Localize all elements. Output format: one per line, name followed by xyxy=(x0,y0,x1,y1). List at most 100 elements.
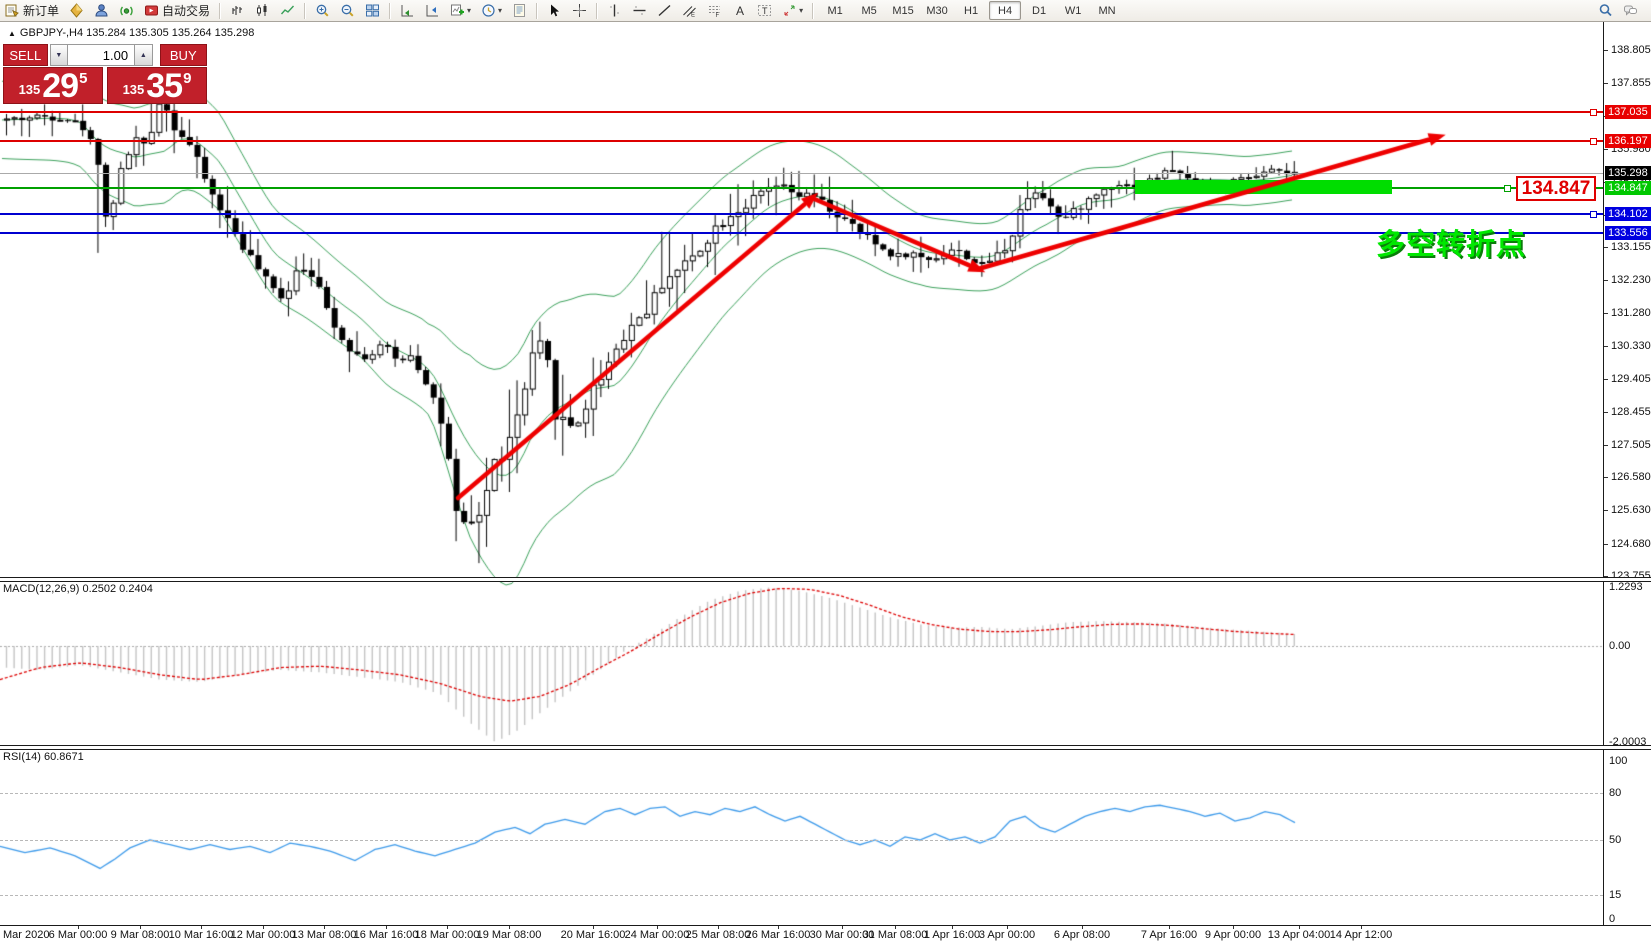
price-tick-mark xyxy=(1604,379,1608,380)
trendline-icon[interactable] xyxy=(653,1,676,21)
chat-icon[interactable] xyxy=(1619,1,1642,21)
text-icon[interactable]: A xyxy=(728,1,751,21)
zoom-out-icon[interactable] xyxy=(336,1,359,21)
price-badge-136.197: 136.197 xyxy=(1605,134,1651,148)
bid-price-tile[interactable]: 135 29 5 xyxy=(3,67,103,104)
timeframe-button-m1[interactable]: M1 xyxy=(827,4,843,17)
time-axis-label: 16 Mar 16:00 xyxy=(353,929,419,941)
timeframe-button-m15[interactable]: M15 xyxy=(892,4,914,17)
volume-input[interactable]: 1.00 xyxy=(68,44,135,66)
rsi-pane-splitter[interactable] xyxy=(0,745,1651,750)
tile-windows-icon[interactable] xyxy=(361,1,384,21)
volume-increase-button[interactable]: ▲ xyxy=(134,44,153,66)
candle-chart-icon[interactable] xyxy=(251,1,274,21)
timeframe-button-d1[interactable]: D1 xyxy=(1032,4,1047,17)
zoom-in-icon[interactable] xyxy=(311,1,334,21)
price-tick-mark xyxy=(1604,412,1608,413)
toolbar-separator xyxy=(304,2,307,19)
auto-trading-button-label: 自动交易 xyxy=(162,4,211,18)
crosshair-icon[interactable] xyxy=(568,1,591,21)
new-order-button[interactable]: 新订单 xyxy=(1,1,63,21)
one-click-trading-panel: SELL ▼ 1.00 ▲ BUY 135 29 5 135 35 9 xyxy=(3,44,207,104)
time-tick-mark xyxy=(718,925,719,929)
new-order-button-label: 新订单 xyxy=(23,4,60,18)
time-axis-label: 6 Apr 08:00 xyxy=(1053,929,1111,941)
arrows-tool-icon[interactable]: ▾ xyxy=(778,1,807,21)
auto-trading-button[interactable]: 自动交易 xyxy=(140,1,214,21)
fibonacci-icon[interactable]: F xyxy=(703,1,726,21)
price-tick-label: 137.855 xyxy=(1611,77,1651,89)
macd-axis-label: 1.2293 xyxy=(1609,581,1643,593)
periods-button[interactable]: ▾ xyxy=(477,1,506,21)
vertical-line-icon[interactable] xyxy=(603,1,626,21)
time-tick-mark xyxy=(1007,925,1008,929)
time-tick-mark xyxy=(1299,925,1300,929)
cursor-icon[interactable] xyxy=(543,1,566,21)
rsi-axis-label: 100 xyxy=(1609,755,1628,767)
ask-prefix: 135 xyxy=(122,82,145,97)
timeframe-button-m5[interactable]: M5 xyxy=(861,4,877,17)
time-tick-mark xyxy=(1082,925,1083,929)
time-tick-mark xyxy=(386,925,387,929)
rsi-axis-label: 50 xyxy=(1609,834,1622,846)
price-tick-label: 133.155 xyxy=(1611,241,1651,253)
time-axis-label: 7 Apr 16:00 xyxy=(1140,929,1198,941)
time-tick-mark xyxy=(78,925,79,929)
chart-plot-area[interactable]: ▲ GBPJPY-,H4 135.284 135.305 135.264 135.… xyxy=(0,22,1603,947)
time-axis-label: 1 Apr 16:00 xyxy=(923,929,981,941)
dropdown-caret-icon[interactable]: ▾ xyxy=(799,6,804,15)
time-axis-label: 20 Mar 16:00 xyxy=(560,929,626,941)
price-tick-mark xyxy=(1604,149,1608,150)
trend-arrow-canvas[interactable] xyxy=(0,22,1603,926)
volume-decrease-button[interactable]: ▼ xyxy=(49,44,69,66)
time-axis-label: 12 Mar 00:00 xyxy=(230,929,296,941)
ask-price-tile[interactable]: 135 35 9 xyxy=(107,67,207,104)
bar-chart-icon[interactable] xyxy=(226,1,249,21)
sell-button[interactable]: SELL xyxy=(3,44,48,66)
timeframe-button-h4[interactable]: H4 xyxy=(989,1,1022,20)
timeframe-button-h1[interactable]: H1 xyxy=(964,4,979,17)
time-axis-label: 3 Apr 00:00 xyxy=(978,929,1036,941)
line-chart-icon[interactable] xyxy=(276,1,299,21)
price-tick-mark xyxy=(1604,247,1608,248)
timeframe-button-mn[interactable]: MN xyxy=(1098,4,1116,17)
annotation-text[interactable]: 多空转折点 xyxy=(1376,229,1527,261)
price-badge-137.035: 137.035 xyxy=(1605,105,1651,119)
metaeditor-icon[interactable] xyxy=(90,1,113,21)
search-icon[interactable] xyxy=(1594,1,1617,21)
market-watch-icon[interactable] xyxy=(65,1,88,21)
chart-shift-icon[interactable] xyxy=(421,1,444,21)
time-axis-label: 14 Apr 12:00 xyxy=(1329,929,1393,941)
timeframe-button-m30[interactable]: M30 xyxy=(926,4,948,17)
bid-pip-digit: 5 xyxy=(79,70,88,87)
time-tick-mark xyxy=(842,925,843,929)
macd-pane-splitter[interactable] xyxy=(0,577,1651,582)
templates-icon[interactable] xyxy=(508,1,531,21)
price-tick-mark xyxy=(1604,544,1608,545)
horizontal-line-icon[interactable] xyxy=(628,1,651,21)
signals-icon[interactable] xyxy=(115,1,138,21)
rsi-axis-label: 0 xyxy=(1609,913,1616,925)
price-level-label-box[interactable]: 134.847 xyxy=(1516,176,1596,201)
time-axis-label: 13 Apr 04:00 xyxy=(1267,929,1331,941)
dropdown-caret-icon[interactable]: ▾ xyxy=(467,6,472,15)
buy-button[interactable]: BUY xyxy=(159,44,207,66)
auto-scroll-icon[interactable] xyxy=(396,1,419,21)
equidistant-channel-icon[interactable]: E xyxy=(678,1,701,21)
dropdown-caret-icon[interactable]: ▾ xyxy=(498,6,503,15)
timeframe-button-w1[interactable]: W1 xyxy=(1064,4,1082,17)
price-axis[interactable]: 137.035 136.197 135.298 134.847 134.102 133.5… xyxy=(1603,22,1651,925)
price-tick-label: 128.455 xyxy=(1611,406,1651,418)
price-tick-label: 132.230 xyxy=(1611,274,1651,286)
time-tick-mark xyxy=(952,925,953,929)
time-tick-mark xyxy=(1361,925,1362,929)
time-axis-label: 30 Mar 00:00 xyxy=(809,929,875,941)
text-label-icon[interactable]: T xyxy=(753,1,776,21)
time-axis[interactable]: Mar 2020 6 Mar 00:00 9 Mar 08:00 10 Mar 16:… xyxy=(0,925,1651,947)
price-tick-label: 131.280 xyxy=(1611,307,1651,319)
time-axis-label: 26 Mar 16:00 xyxy=(745,929,811,941)
collapse-icon[interactable]: ▲ xyxy=(8,29,16,38)
main-toolbar: 新订单 自动交易 ▾ ▾ E F A T ▾ M1 M5 M15 M30 H1 H4 D1 W1 MN xyxy=(0,0,1651,22)
new-chart-button[interactable]: ▾ xyxy=(446,1,475,21)
time-axis-label: 19 Mar 08:00 xyxy=(476,929,542,941)
